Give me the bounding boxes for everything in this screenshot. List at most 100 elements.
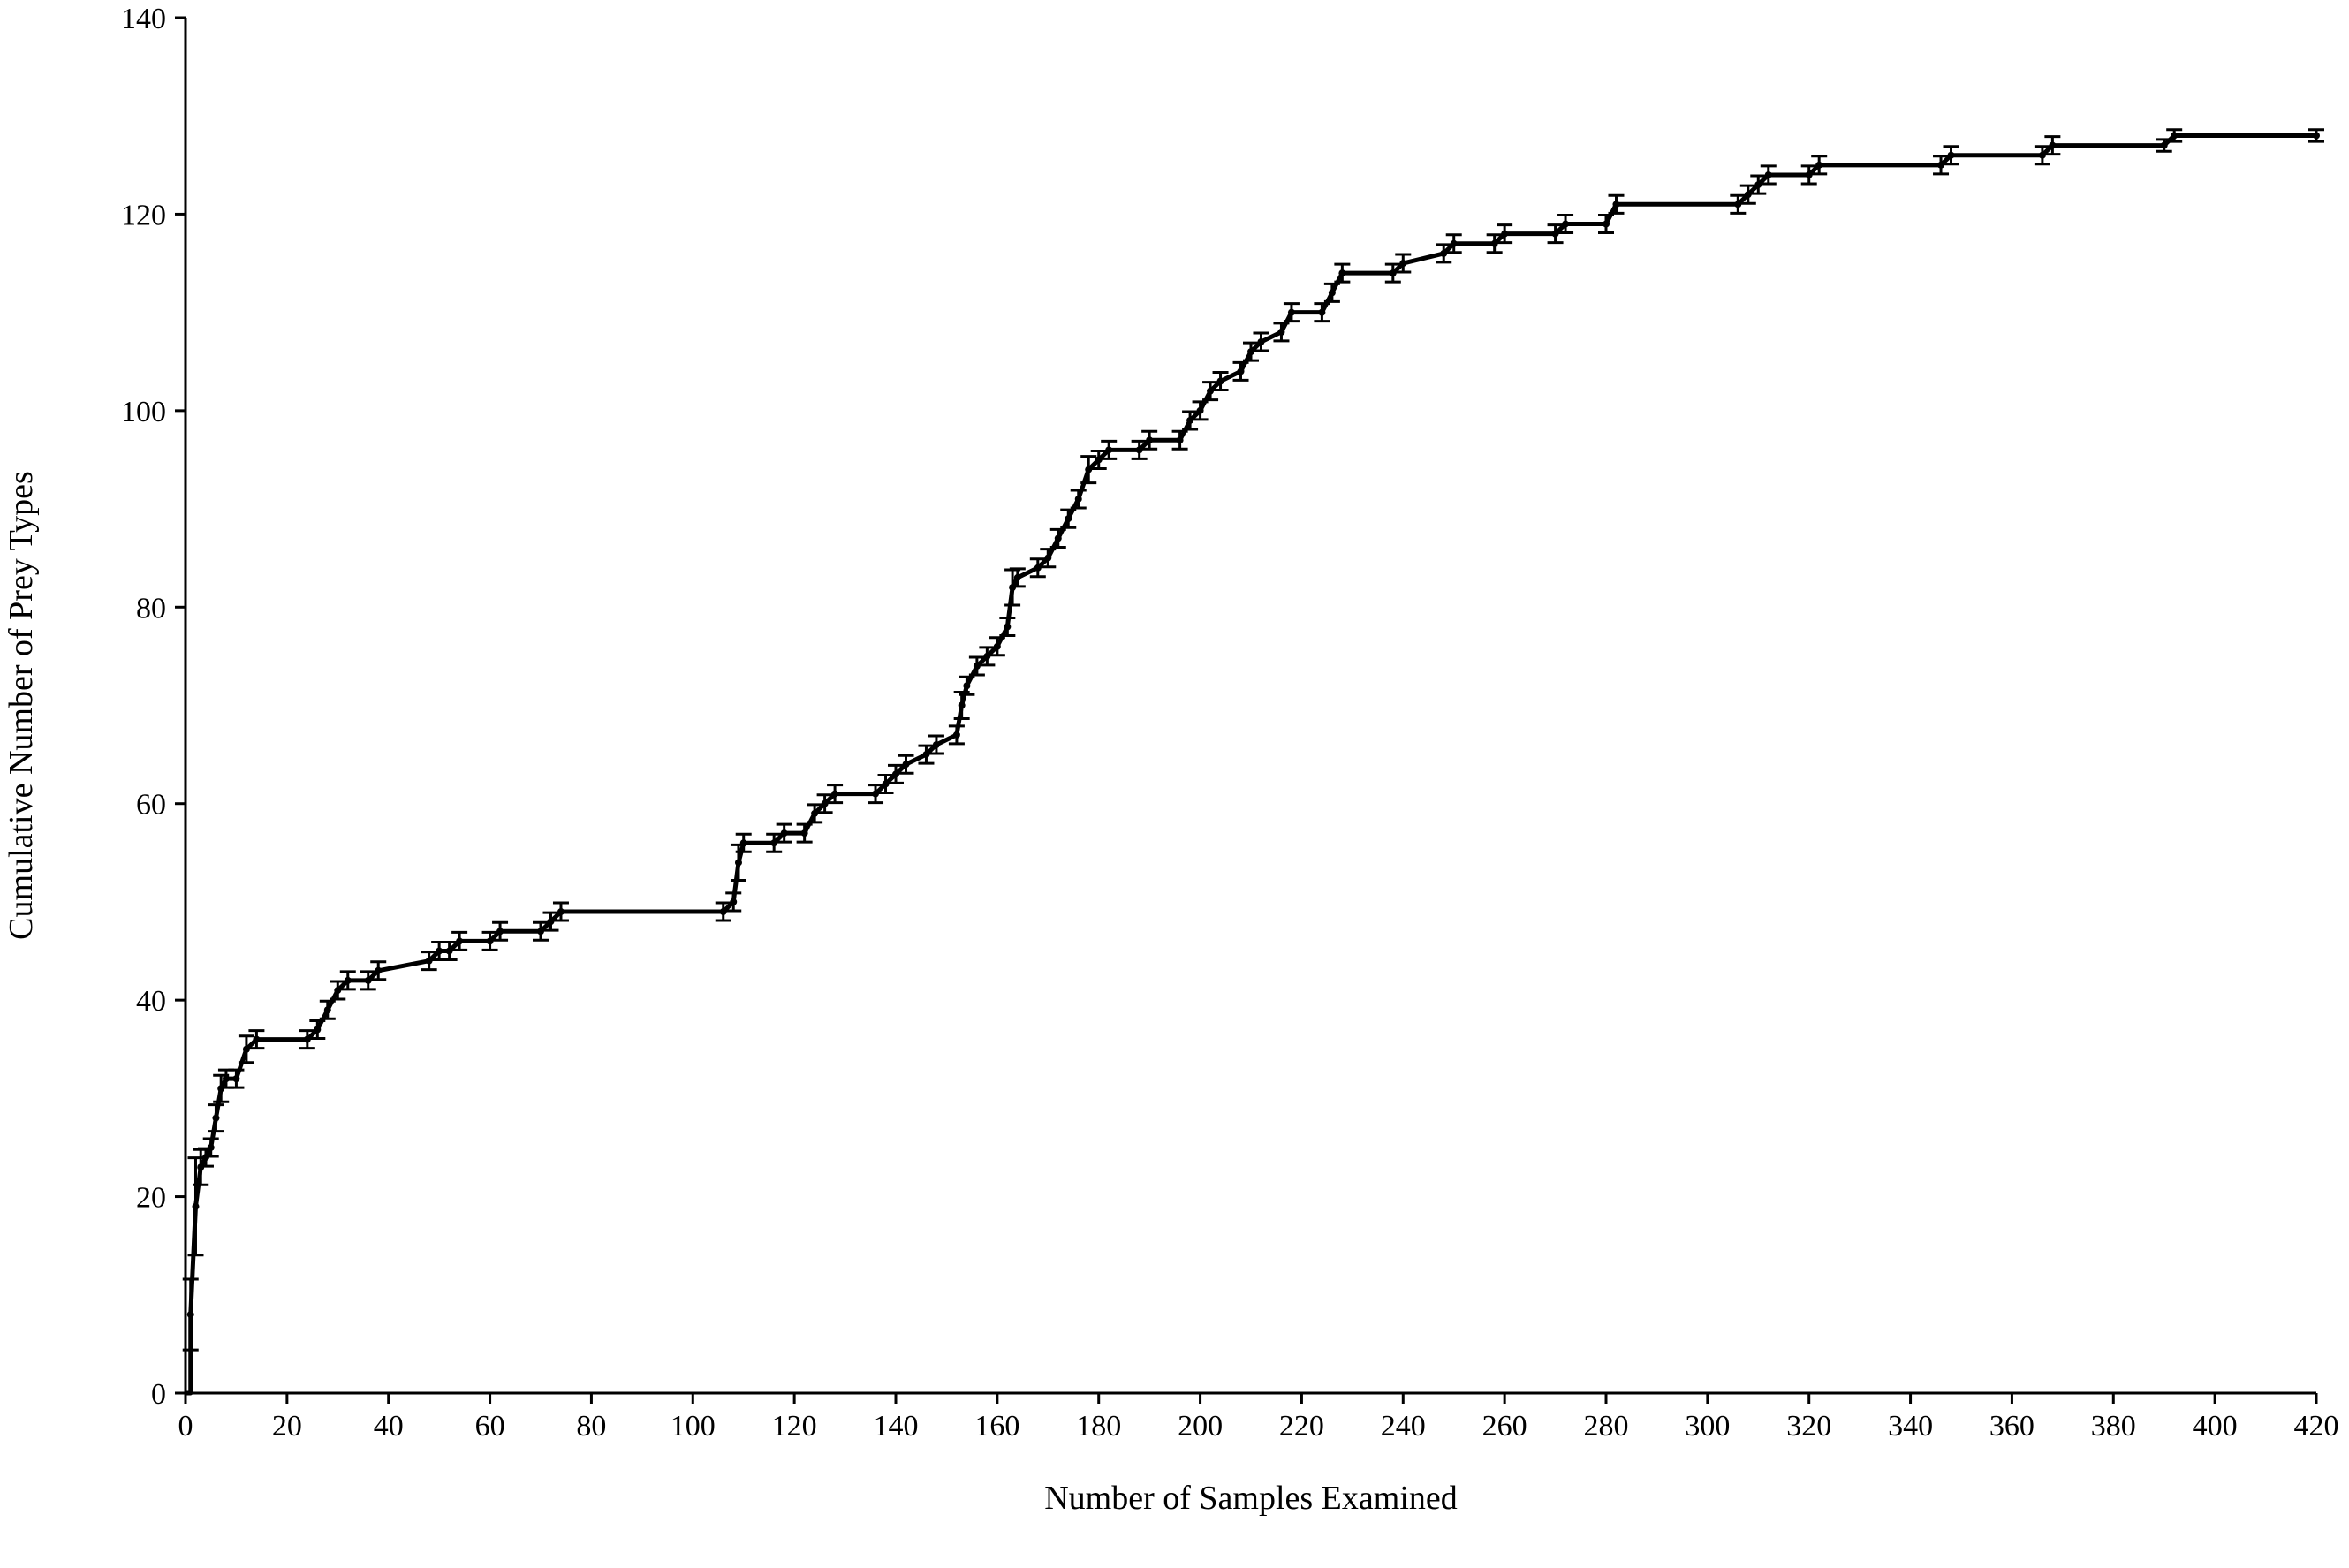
data-point [1754, 181, 1762, 189]
data-point [547, 918, 555, 926]
data-point [207, 1143, 215, 1151]
x-tick-label: 100 [671, 1410, 716, 1443]
x-tick-label: 360 [1989, 1410, 2035, 1443]
series-line [186, 133, 2316, 1396]
data-point [1186, 416, 1194, 424]
x-tick-label: 300 [1685, 1410, 1730, 1443]
data-point [486, 937, 494, 945]
data-point [314, 1026, 322, 1034]
data-point [1196, 406, 1204, 414]
x-axis-title: Number of Samples Examined [1044, 1480, 1458, 1517]
y-tick-label: 100 [121, 396, 166, 428]
data-point [1287, 308, 1295, 316]
y-tick-label: 40 [136, 985, 166, 1018]
x-tick-label: 40 [374, 1410, 404, 1443]
data-point [1146, 436, 1154, 444]
data-point [770, 839, 778, 847]
x-axis-ticks: 0 20 40 60 80 100 120 140 160 180 200 220 240 260 280 3… [178, 1393, 2339, 1443]
data-point [1054, 534, 1062, 542]
series-layer [182, 128, 2324, 1396]
data-point [1207, 387, 1215, 395]
x-tick-label: 260 [1482, 1410, 1527, 1443]
y-tick-label: 80 [136, 592, 166, 625]
x-tick-label: 420 [2294, 1410, 2339, 1443]
data-point [1257, 338, 1265, 346]
x-tick-label: 320 [1786, 1410, 1831, 1443]
data-point [1135, 446, 1143, 454]
data-point [1764, 170, 1772, 178]
data-point [1044, 554, 1052, 562]
data-point [2049, 141, 2057, 149]
data-point [902, 761, 910, 769]
data-point [1065, 515, 1072, 523]
data-point [232, 1075, 240, 1083]
data-point [1612, 201, 1620, 208]
data-point [811, 809, 819, 817]
x-tick-label: 400 [2193, 1410, 2238, 1443]
data-point [2313, 132, 2320, 140]
data-point [186, 1311, 194, 1319]
data-point [1562, 220, 1570, 228]
data-point [537, 928, 544, 935]
data-point [952, 731, 960, 739]
data-point [1176, 436, 1184, 444]
axes [184, 18, 2316, 1395]
data-point [1074, 495, 1082, 503]
data-point [1247, 348, 1254, 356]
data-point [932, 740, 940, 748]
data-point [303, 1035, 311, 1043]
y-axis-ticks: 0 20 40 60 80 100 120 140 [121, 3, 186, 1411]
data-point [1318, 308, 1326, 316]
data-point [730, 898, 738, 905]
data-point [734, 859, 742, 867]
data-point [456, 937, 464, 945]
data-point [821, 799, 829, 807]
data-point [1328, 289, 1336, 297]
data-point [557, 908, 565, 916]
data-point [719, 908, 727, 916]
data-point [780, 829, 788, 837]
data-point [983, 652, 991, 660]
data-point [1216, 377, 1224, 385]
data-point [1004, 623, 1012, 631]
y-tick-label: 140 [121, 3, 166, 35]
x-tick-label: 380 [2091, 1410, 2136, 1443]
data-point [739, 839, 747, 847]
x-tick-label: 120 [772, 1410, 817, 1443]
x-tick-label: 20 [272, 1410, 302, 1443]
data-point [192, 1202, 200, 1210]
data-point [496, 928, 504, 935]
data-point [1095, 456, 1103, 464]
data-point [1034, 564, 1042, 572]
data-point [323, 1006, 331, 1014]
data-point [1815, 161, 1823, 169]
y-tick-label: 120 [121, 199, 166, 231]
data-point [800, 829, 808, 837]
data-point [922, 751, 930, 759]
data-point [364, 976, 372, 984]
data-point [445, 947, 453, 955]
data-point [1744, 191, 1752, 199]
data-point [344, 976, 352, 984]
data-point [872, 790, 880, 798]
data-point [242, 1045, 250, 1053]
data-point [882, 780, 890, 788]
data-point [253, 1035, 261, 1043]
y-tick-label: 20 [136, 1182, 166, 1215]
data-point [973, 663, 981, 670]
x-tick-label: 240 [1381, 1410, 1426, 1443]
x-tick-label: 140 [874, 1410, 919, 1443]
data-point [1085, 466, 1093, 473]
data-point [375, 966, 383, 974]
data-point [1450, 239, 1458, 247]
data-point [963, 682, 971, 690]
data-point [2038, 151, 2046, 159]
data-point [425, 957, 433, 965]
data-point [334, 987, 342, 995]
data-point [1277, 328, 1285, 336]
data-point [1399, 260, 1407, 268]
data-point [2160, 141, 2168, 149]
data-point [436, 947, 443, 955]
data-point [1937, 161, 1945, 169]
x-tick-label: 80 [576, 1410, 606, 1443]
